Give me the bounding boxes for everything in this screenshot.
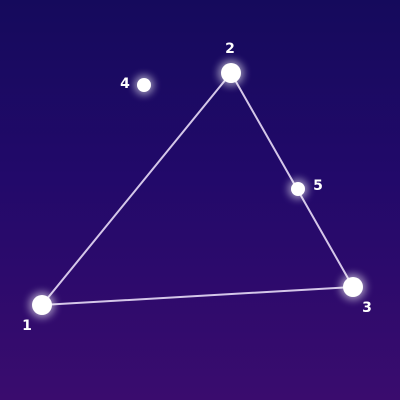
connection-2-3	[230, 72, 354, 288]
star-2[interactable]	[221, 63, 241, 83]
star-3-label: 3	[362, 300, 372, 316]
star-2-label: 2	[225, 41, 235, 57]
star-5[interactable]	[291, 182, 305, 196]
connection-3-1	[41, 286, 354, 306]
connection-1-2	[41, 72, 232, 306]
star-1-label: 1	[22, 318, 32, 334]
star-4[interactable]	[137, 78, 151, 92]
star-3[interactable]	[343, 277, 363, 297]
star-5-label: 5	[313, 178, 323, 194]
star-1[interactable]	[32, 295, 52, 315]
star-4-label: 4	[120, 76, 130, 92]
